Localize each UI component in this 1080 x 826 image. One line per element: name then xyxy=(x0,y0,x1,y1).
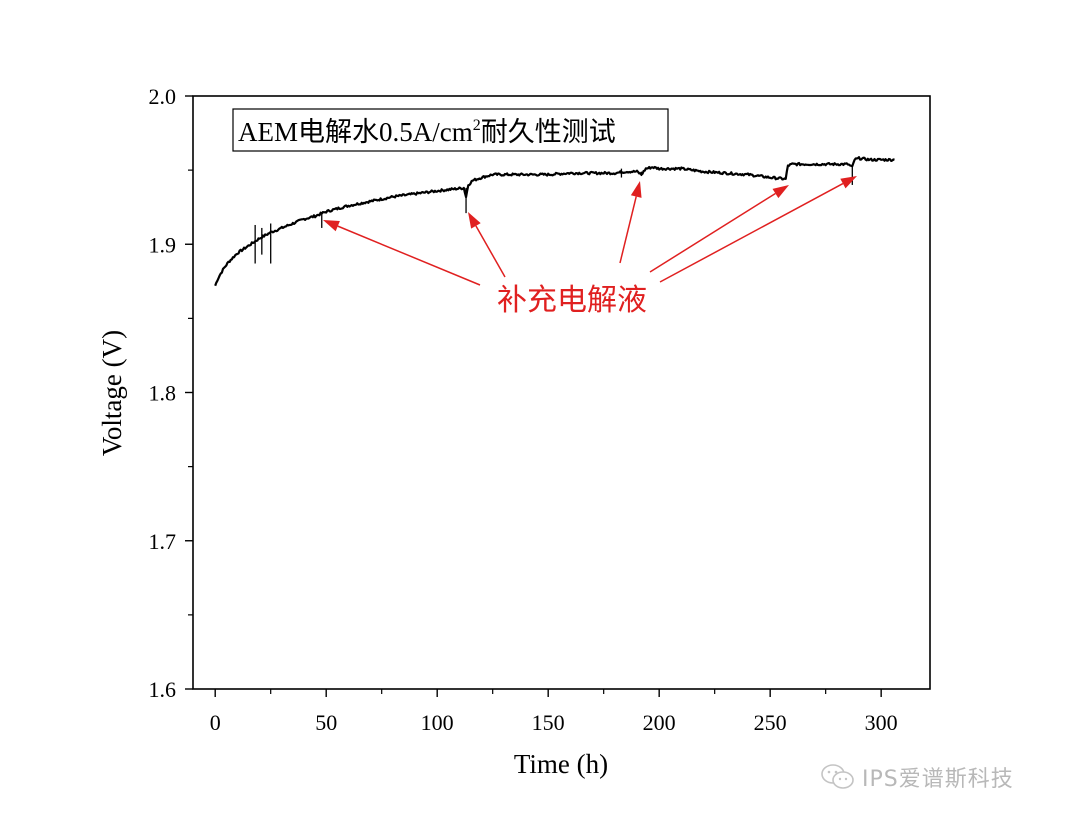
x-axis-label: Time (h) xyxy=(514,749,608,779)
annotation-arrow-shaft xyxy=(475,225,506,278)
annotation-arrow-head xyxy=(772,185,789,199)
y-tick-label: 1.6 xyxy=(149,677,177,702)
x-tick-label: 100 xyxy=(421,710,454,735)
annotation-arrow-shaft xyxy=(337,225,481,286)
y-tick-label: 2.0 xyxy=(149,84,177,109)
x-tick-label: 150 xyxy=(532,710,565,735)
x-axis-ticks: 0 50 100 150 200 250 300 xyxy=(210,689,898,735)
wechat-icon xyxy=(821,764,854,789)
annotation-arrow xyxy=(649,185,789,273)
x-tick-label: 250 xyxy=(754,710,787,735)
x-tick-label: 200 xyxy=(643,710,676,735)
annotation-text: 补充电解液 xyxy=(497,284,647,317)
x-tick-label: 50 xyxy=(315,710,337,735)
series-layer xyxy=(214,156,895,287)
annotation-box-text: AEM电解水0.5A/cm2耐久性测试 xyxy=(238,117,616,147)
y-axis-ticks: 1.6 1.7 1.8 1.9 2.0 xyxy=(149,84,193,702)
annotation-arrow-shaft xyxy=(659,182,844,283)
plot-frame xyxy=(192,95,931,690)
annotation-arrow-head xyxy=(468,212,481,229)
annotation-box-superscript: 2 xyxy=(473,117,481,134)
annotation-arrow xyxy=(468,212,506,278)
annotation-arrow-head xyxy=(840,176,857,189)
annotation-box-frame xyxy=(232,108,669,152)
annotation-arrow-shaft xyxy=(619,196,637,264)
y-tick-label: 1.8 xyxy=(149,381,177,406)
annotation-arrow xyxy=(659,176,857,283)
annotation-arrows xyxy=(323,176,857,286)
watermark-text: IPS爱谱斯科技 xyxy=(862,767,1014,792)
watermark: IPS爱谱斯科技 xyxy=(820,762,1014,792)
annotation-arrow-head xyxy=(323,220,340,232)
annotation-box: AEM电解水0.5A/cm2耐久性测试 xyxy=(232,108,669,152)
annotation-box-prefix: AEM电解水0.5A/cm xyxy=(238,117,473,147)
x-tick-label: 0 xyxy=(210,710,221,735)
annotation-arrow-head xyxy=(630,181,642,198)
y-tick-label: 1.9 xyxy=(149,232,177,257)
annotation-arrow-shaft xyxy=(649,192,776,273)
annotation-arrow xyxy=(619,181,642,264)
x-tick-label: 300 xyxy=(865,710,898,735)
annotation-box-suffix: 耐久性测试 xyxy=(481,117,616,147)
y-axis-label: Voltage (V) xyxy=(97,330,127,456)
series-line xyxy=(214,156,895,287)
annotation-arrow xyxy=(323,220,481,286)
y-tick-label: 1.7 xyxy=(149,529,177,554)
